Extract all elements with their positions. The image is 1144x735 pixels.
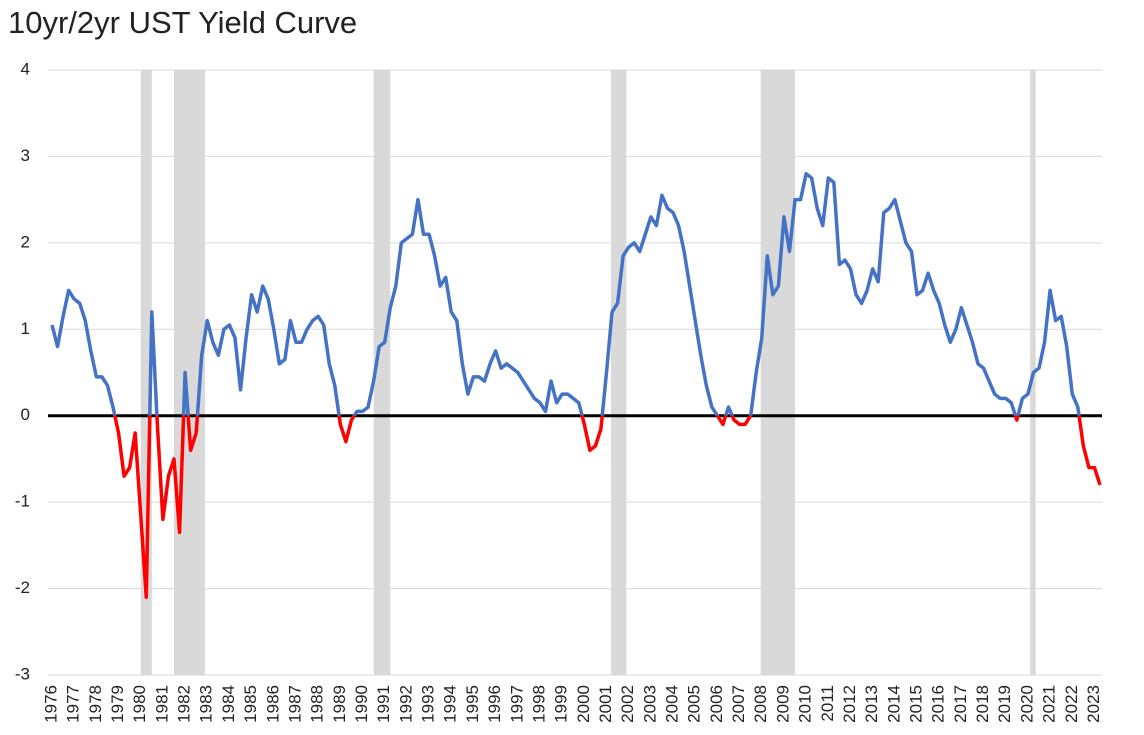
x-tick-label: 1984 xyxy=(219,685,238,723)
x-tick-label: 1996 xyxy=(485,685,504,723)
x-tick-label: 1986 xyxy=(263,685,282,723)
x-tick-label: 2011 xyxy=(818,685,837,722)
x-tick-label: 1980 xyxy=(130,685,149,723)
x-tick-label: 2000 xyxy=(574,685,593,723)
x-tick-label: 1999 xyxy=(552,685,571,723)
x-tick-label: 1989 xyxy=(330,685,349,723)
x-tick-label: 1976 xyxy=(41,685,60,723)
x-tick-label: 1977 xyxy=(64,685,83,723)
x-tick-label: 1991 xyxy=(374,685,393,723)
x-tick-label: 2015 xyxy=(907,685,926,723)
recession-band xyxy=(140,70,152,675)
y-tick-label: 4 xyxy=(21,59,30,78)
x-tick-label: 1978 xyxy=(86,685,105,723)
x-tick-label: 2002 xyxy=(618,685,637,723)
x-tick-label: 2001 xyxy=(596,685,615,723)
recession-band xyxy=(610,70,627,675)
x-tick-label: 2019 xyxy=(995,685,1014,723)
x-tick-label: 1993 xyxy=(419,685,438,723)
x-tick-label: 1981 xyxy=(152,685,171,723)
x-tick-label: 1979 xyxy=(108,685,127,723)
x-tick-label: 2008 xyxy=(751,685,770,723)
x-tick-label: 2004 xyxy=(663,685,682,723)
recession-band xyxy=(760,70,796,675)
y-tick-label: -3 xyxy=(15,664,30,683)
x-tick-label: 1983 xyxy=(197,685,216,723)
x-tick-label: 2020 xyxy=(1017,685,1036,723)
x-tick-label: 2017 xyxy=(951,685,970,723)
yield-spread-line xyxy=(50,171,1102,599)
x-tick-label: 2022 xyxy=(1062,685,1081,723)
x-tick-label: 2018 xyxy=(973,685,992,723)
x-tick-label: 1985 xyxy=(241,685,260,723)
x-tick-label: 2016 xyxy=(929,685,948,723)
x-tick-label: 2014 xyxy=(884,685,903,723)
x-tick-label: 2013 xyxy=(862,685,881,723)
x-tick-label: 2007 xyxy=(729,685,748,723)
y-tick-label: -2 xyxy=(15,578,30,597)
x-tick-label: 1995 xyxy=(463,685,482,723)
x-tick-label: 1994 xyxy=(441,685,460,723)
x-tick-label: 2021 xyxy=(1040,685,1059,723)
x-tick-label: 2012 xyxy=(840,685,859,723)
x-tick-label: 2005 xyxy=(685,685,704,723)
x-tick-label: 1992 xyxy=(396,685,415,723)
x-tick-label: 1987 xyxy=(285,685,304,723)
x-tick-label: 1997 xyxy=(507,685,526,723)
recession-band xyxy=(373,70,391,675)
y-tick-label: 2 xyxy=(21,232,30,251)
x-tick-label: 1998 xyxy=(529,685,548,723)
x-tick-label: 2023 xyxy=(1084,685,1103,723)
x-tick-label: 1988 xyxy=(308,685,327,723)
x-tick-label: 2010 xyxy=(796,685,815,723)
y-tick-label: 1 xyxy=(21,319,30,338)
x-tick-label: 1982 xyxy=(175,685,194,723)
x-tick-label: 2003 xyxy=(640,685,659,723)
x-tick-label: 1990 xyxy=(352,685,371,723)
y-tick-label: 3 xyxy=(21,146,30,165)
chart-title: 10yr/2yr UST Yield Curve xyxy=(8,5,357,40)
y-tick-label: 0 xyxy=(21,405,30,424)
x-tick-label: 2006 xyxy=(707,685,726,723)
x-tick-label: 2009 xyxy=(773,685,792,723)
y-tick-label: -1 xyxy=(15,492,30,511)
